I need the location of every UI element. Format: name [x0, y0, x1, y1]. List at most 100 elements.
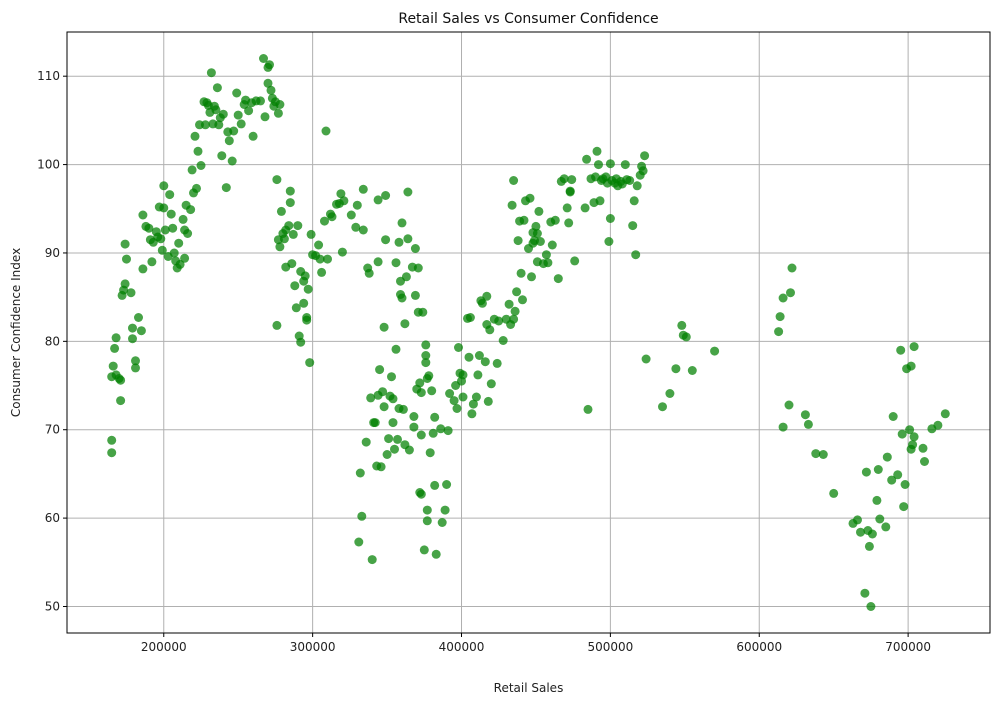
data-point [410, 244, 420, 253]
data-point [379, 402, 389, 412]
data-point [272, 175, 282, 185]
data-point [409, 412, 419, 421]
data-point [442, 480, 452, 489]
data-point [116, 375, 126, 385]
data-point [900, 480, 910, 489]
data-point [415, 378, 425, 388]
data-point [290, 281, 300, 291]
data-point [303, 284, 313, 294]
data-point [285, 198, 295, 208]
data-point [221, 183, 231, 193]
data-point [120, 239, 130, 249]
data-point [229, 126, 239, 136]
data-point [131, 356, 140, 366]
data-point [818, 450, 828, 459]
data-point [156, 234, 166, 244]
data-point [421, 358, 431, 368]
data-point [358, 184, 368, 194]
data-point [638, 166, 648, 176]
data-point [516, 268, 526, 278]
data-point [400, 319, 410, 329]
x-tick-label: 500000 [587, 640, 633, 654]
data-point [263, 78, 273, 88]
data-point [354, 537, 364, 547]
data-point [887, 475, 897, 485]
data-point [482, 291, 492, 301]
data-point [778, 422, 788, 432]
data-point [527, 272, 536, 282]
data-point [477, 298, 487, 308]
data-point [896, 345, 906, 355]
data-point [800, 410, 810, 420]
y-tick-label: 70 [45, 423, 60, 437]
data-point [403, 187, 413, 197]
data-point [352, 200, 362, 210]
data-point [897, 429, 907, 439]
data-point [266, 85, 276, 95]
data-point [564, 218, 574, 228]
data-point [532, 229, 542, 238]
data-point [465, 313, 475, 322]
data-point [547, 240, 557, 250]
data-point [681, 332, 691, 342]
data-point [631, 250, 641, 260]
data-point [803, 419, 813, 429]
data-point [224, 136, 234, 146]
data-point [860, 588, 870, 598]
data-point [321, 126, 331, 136]
x-tick-label: 600000 [736, 640, 782, 654]
data-point [534, 206, 544, 216]
data-point [211, 105, 221, 115]
data-point [159, 181, 169, 191]
data-point [866, 602, 876, 611]
x-tick-label: 700000 [885, 640, 931, 654]
data-point [285, 186, 295, 196]
data-point [314, 240, 324, 250]
data-point [422, 516, 432, 526]
data-point [427, 386, 437, 396]
data-point [358, 225, 368, 235]
data-point [640, 151, 650, 161]
data-point [138, 210, 148, 220]
data-point [381, 191, 391, 200]
data-point [867, 529, 877, 539]
data-point [279, 234, 289, 244]
data-point [424, 371, 434, 381]
data-point [260, 112, 270, 122]
data-point [671, 364, 681, 374]
data-point [582, 154, 592, 164]
data-point [218, 109, 228, 119]
data-point [122, 254, 131, 264]
data-point [136, 326, 146, 336]
data-point [888, 412, 898, 421]
data-point [485, 325, 495, 335]
x-tick-label: 400000 [439, 640, 485, 654]
data-point [567, 175, 577, 185]
data-point [416, 430, 426, 440]
data-point [893, 470, 903, 480]
data-point [550, 215, 560, 225]
data-point [592, 146, 602, 156]
data-point [275, 242, 285, 252]
data-point [449, 396, 459, 406]
data-point [787, 263, 797, 273]
data-point [398, 404, 408, 414]
data-point [906, 361, 916, 371]
data-point [394, 237, 404, 247]
data-point [233, 110, 243, 120]
data-point [483, 396, 493, 406]
data-point [217, 151, 227, 161]
data-point [110, 343, 120, 353]
data-point [410, 290, 420, 300]
data-point [431, 549, 441, 559]
data-point [169, 248, 179, 258]
data-point [430, 412, 440, 422]
data-point [108, 361, 118, 371]
data-point [494, 316, 504, 326]
data-point [775, 312, 785, 322]
data-point [418, 307, 428, 317]
data-point [378, 387, 388, 397]
data-point [519, 215, 529, 225]
data-point [605, 159, 615, 169]
